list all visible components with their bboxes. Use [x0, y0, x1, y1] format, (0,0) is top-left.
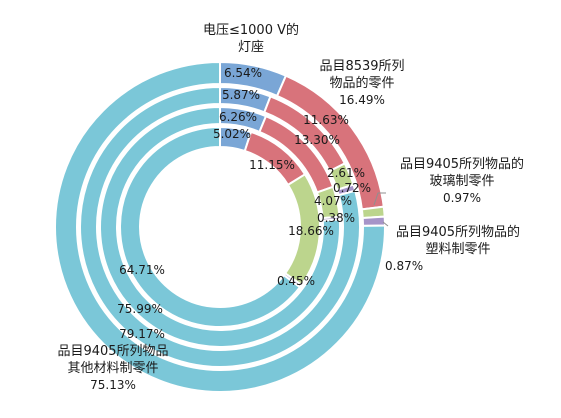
value-label-ring2-cat2: 13.30% [294, 133, 340, 147]
outer-value-label-cat3: 0.97% [443, 191, 481, 205]
value-label-ring2-cat4: 0.38% [317, 211, 355, 225]
outer-value-label-cat2: 16.49% [339, 93, 385, 107]
category-label-cat1-line1: 电压≤1000 V的 [203, 22, 299, 38]
slice-ring2-cat5 [99, 105, 341, 348]
value-label-ring3-cat1: 5.87% [222, 88, 260, 102]
value-label-ring1-cat4: 0.45% [277, 274, 315, 288]
value-label-ring3-cat5: 79.17% [119, 327, 165, 341]
value-label-ring4-cat1: 6.54% [224, 66, 262, 80]
labels-layer: 5.02% 11.15% 18.66% 0.45% 64.71% 6.26% 13.30% 4… [57, 22, 524, 392]
category-label-cat5-line2: 其他材料制零件 [67, 361, 158, 376]
leader-lines-layer [373, 192, 389, 227]
slices-layer [54, 60, 387, 393]
value-label-ring1-cat5: 64.71% [119, 263, 165, 277]
value-label-ring2-cat1: 6.26% [219, 110, 257, 124]
slice-ring1-cat5 [119, 125, 302, 328]
value-label-ring2-cat5: 75.99% [117, 302, 163, 316]
value-label-ring1-cat3: 18.66% [288, 224, 334, 238]
outer-value-label-cat5: 75.13% [90, 378, 136, 392]
value-label-ring3-cat3: 2.61% [327, 166, 365, 180]
value-label-ring2-cat3: 4.07% [314, 194, 352, 208]
category-label-cat5-line1: 品目9405所列物品 [57, 344, 168, 359]
value-label-ring1-cat1: 5.02% [213, 127, 251, 141]
category-label-cat1-line2: 灯座 [238, 40, 264, 55]
value-label-ring3-cat2: 11.63% [303, 113, 349, 127]
leader-line-glass [373, 192, 386, 206]
value-label-ring1-cat2: 11.15% [249, 158, 295, 172]
category-label-cat2-line1: 品目8539所列 [319, 59, 404, 74]
category-label-cat4-line2: 塑料制零件 [425, 242, 490, 257]
value-label-ring3-cat4: 0.72% [333, 181, 371, 195]
slice-ring4-cat5 [54, 60, 386, 393]
category-label-cat3-line2: 玻璃制零件 [429, 174, 494, 189]
category-label-cat4-line1: 品目9405所列物品的 [396, 224, 520, 240]
slice-ring3-cat5 [79, 85, 361, 368]
category-label-cat3-line1: 品目9405所列物品的 [400, 156, 524, 172]
slice-ring4-cat4 [361, 215, 387, 227]
outer-value-label-cat4: 0.87% [385, 259, 423, 273]
category-label-cat2-line2: 物品的零件 [329, 75, 394, 91]
leader-line-plastic [382, 221, 389, 227]
